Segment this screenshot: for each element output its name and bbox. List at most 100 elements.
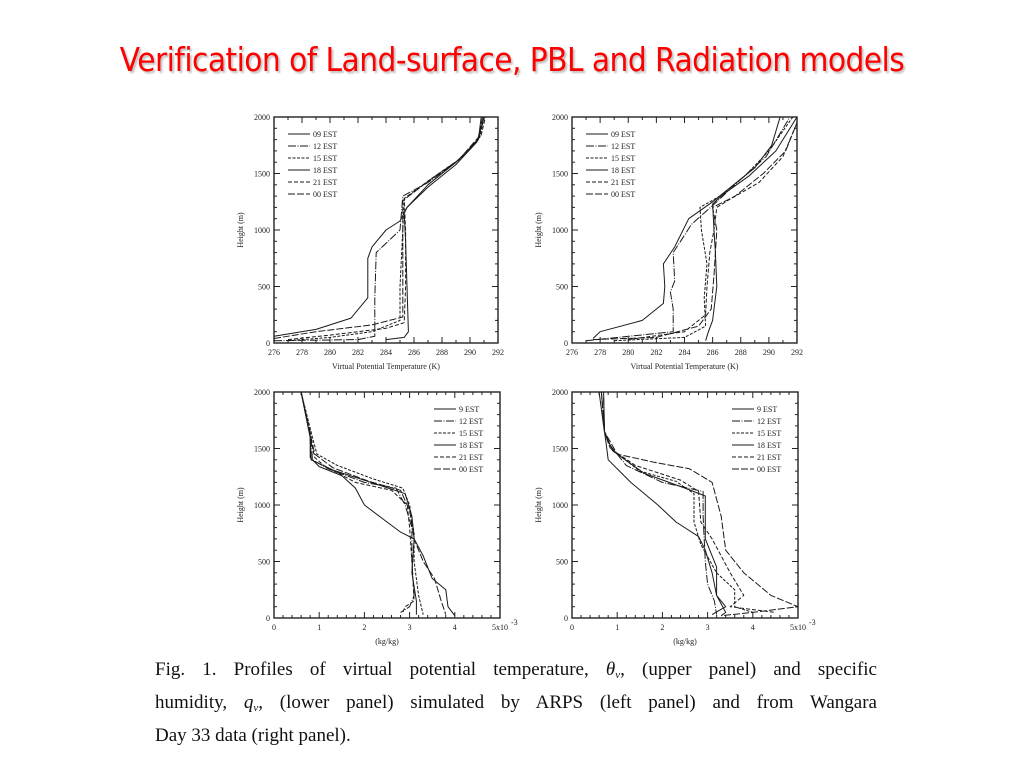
x-exponent-label: -3 <box>511 618 518 627</box>
y-tick-label: 1500 <box>254 445 270 454</box>
legend-label: 12 EST <box>459 417 483 426</box>
y-tick-label: 1000 <box>254 501 270 510</box>
legend-label: 12 EST <box>313 142 337 151</box>
legend-label: 21 EST <box>757 453 781 462</box>
x-axis-label: Virtual Potential Temperature (K) <box>631 362 739 371</box>
x-tick-label: 280 <box>622 348 634 357</box>
x-tick-label: 0 <box>570 623 574 632</box>
series-line-15-est <box>300 391 424 615</box>
legend-label: 15 EST <box>459 429 483 438</box>
legend-label: 9 EST <box>757 405 777 414</box>
chart-upper-left: 276 278 280 282 284 286 288 290 292 0 500 1000 1500 2… <box>236 113 504 371</box>
theta-symbol: θ <box>605 659 616 680</box>
legend-label: 21 EST <box>611 178 635 187</box>
y-tick-label: 1000 <box>254 226 270 235</box>
x-tick-label: 280 <box>324 348 336 357</box>
x-tick-label: 282 <box>650 348 662 357</box>
x-axis-label: Virtual Potential Temperature (K) <box>332 362 440 371</box>
x-tick-label: 292 <box>791 348 803 357</box>
legend-label: 18 EST <box>313 166 337 175</box>
x-tick-label: 284 <box>380 348 392 357</box>
legend-label: 12 EST <box>757 417 781 426</box>
x-tick-label: 1 <box>317 623 321 632</box>
q-symbol: q <box>243 692 254 713</box>
legend-label: 18 EST <box>611 166 635 175</box>
x-tick-label: 0 <box>272 623 276 632</box>
legend-label: 15 EST <box>611 154 635 163</box>
y-tick-label: 500 <box>556 283 568 292</box>
series-line-21-est <box>300 391 415 613</box>
series-line-12-est <box>273 116 485 342</box>
y-tick-label: 1500 <box>552 170 568 179</box>
y-tick-label: 1000 <box>552 501 568 510</box>
series-line-18-est <box>603 391 727 616</box>
x-tick-label: 290 <box>464 348 476 357</box>
caption-line-2: humidity, qv, (lower panel) simulated by… <box>155 689 877 722</box>
chart-lower-left: 0 1 2 3 4 5x10-3 0 500 1000 1500 2000 (kg/kg) Height… <box>236 388 518 646</box>
y-tick-label: 2000 <box>552 388 568 397</box>
y-tick-label: 1000 <box>552 226 568 235</box>
y-tick-label: 0 <box>564 339 568 348</box>
y-axis-label: Height (m) <box>236 212 245 248</box>
series-line-15-est <box>600 391 753 613</box>
x-tick-label: 3 <box>706 623 710 632</box>
caption-text: , (lower panel) simulated by ARPS (left … <box>258 692 877 713</box>
caption-line-1: Fig. 1. Profiles of virtual potential te… <box>155 656 877 689</box>
y-axis-label: Height (m) <box>534 212 543 248</box>
x-tick-label: 4 <box>751 623 755 632</box>
y-tick-label: 500 <box>258 558 270 567</box>
legend-label: 18 EST <box>757 441 781 450</box>
x-tick-label: 278 <box>296 348 308 357</box>
y-tick-label: 1500 <box>552 445 568 454</box>
legend-label: 9 EST <box>459 405 479 414</box>
legend-label: 09 EST <box>611 130 635 139</box>
caption-text: , (upper panel) and specific <box>620 659 877 680</box>
series-line-21-est <box>628 122 798 341</box>
legend-label: 09 EST <box>313 130 337 139</box>
x-axis-label: (kg/kg) <box>673 637 697 646</box>
legend-label: 15 EST <box>757 429 781 438</box>
figure-caption: Fig. 1. Profiles of virtual potential te… <box>155 656 877 749</box>
q-subscript: v <box>253 702 259 714</box>
chart-upper-right: 276 278 280 282 284 286 288 290 292 0 500 1000 1500 2… <box>534 113 803 371</box>
series-line-21-est <box>600 391 776 613</box>
y-tick-label: 500 <box>556 558 568 567</box>
x-tick-label: 5x10 <box>492 623 508 632</box>
series-line-00-est <box>300 391 447 615</box>
x-tick-label: 1 <box>615 623 619 632</box>
series-line-09-est <box>592 116 781 339</box>
chart-lower-right: 0 1 2 3 4 5x10-3 0 500 1000 1500 2000 (kg/kg) Height… <box>534 388 816 646</box>
legend-label: 18 EST <box>459 441 483 450</box>
series-line-00-est <box>593 122 798 341</box>
x-tick-label: 5x10 <box>790 623 806 632</box>
legend-label: 00 EST <box>757 465 781 474</box>
series-line-21-est <box>287 116 486 341</box>
y-tick-label: 0 <box>266 614 270 623</box>
x-tick-label: 292 <box>492 348 504 357</box>
x-exponent-label: -3 <box>809 618 816 627</box>
caption-text: humidity, <box>155 692 244 713</box>
legend-label: 21 EST <box>459 453 483 462</box>
y-tick-label: 2000 <box>254 388 270 397</box>
x-tick-label: 284 <box>679 348 691 357</box>
y-tick-label: 500 <box>258 283 270 292</box>
legend-label: 15 EST <box>313 154 337 163</box>
theta-subscript: v <box>615 669 621 681</box>
x-tick-label: 276 <box>566 348 578 357</box>
x-tick-label: 290 <box>763 348 775 357</box>
y-axis-label: Height (m) <box>236 487 245 523</box>
legend-label: 12 EST <box>611 142 635 151</box>
series-line-9-est <box>300 391 456 617</box>
x-tick-label: 4 <box>453 623 457 632</box>
series-line-9-est <box>598 391 727 617</box>
x-tick-label: 2 <box>660 623 664 632</box>
series-line-15-est <box>614 116 794 342</box>
slide-title: Verification of Land-surface, PBL and Ra… <box>119 40 905 79</box>
legend-label: 21 EST <box>313 178 337 187</box>
x-tick-label: 288 <box>735 348 747 357</box>
legend-label: 00 EST <box>459 465 483 474</box>
x-tick-label: 288 <box>436 348 448 357</box>
legend-label: 00 EST <box>611 190 635 199</box>
series-line-00-est <box>600 391 799 617</box>
series-line-18-est <box>300 391 417 615</box>
